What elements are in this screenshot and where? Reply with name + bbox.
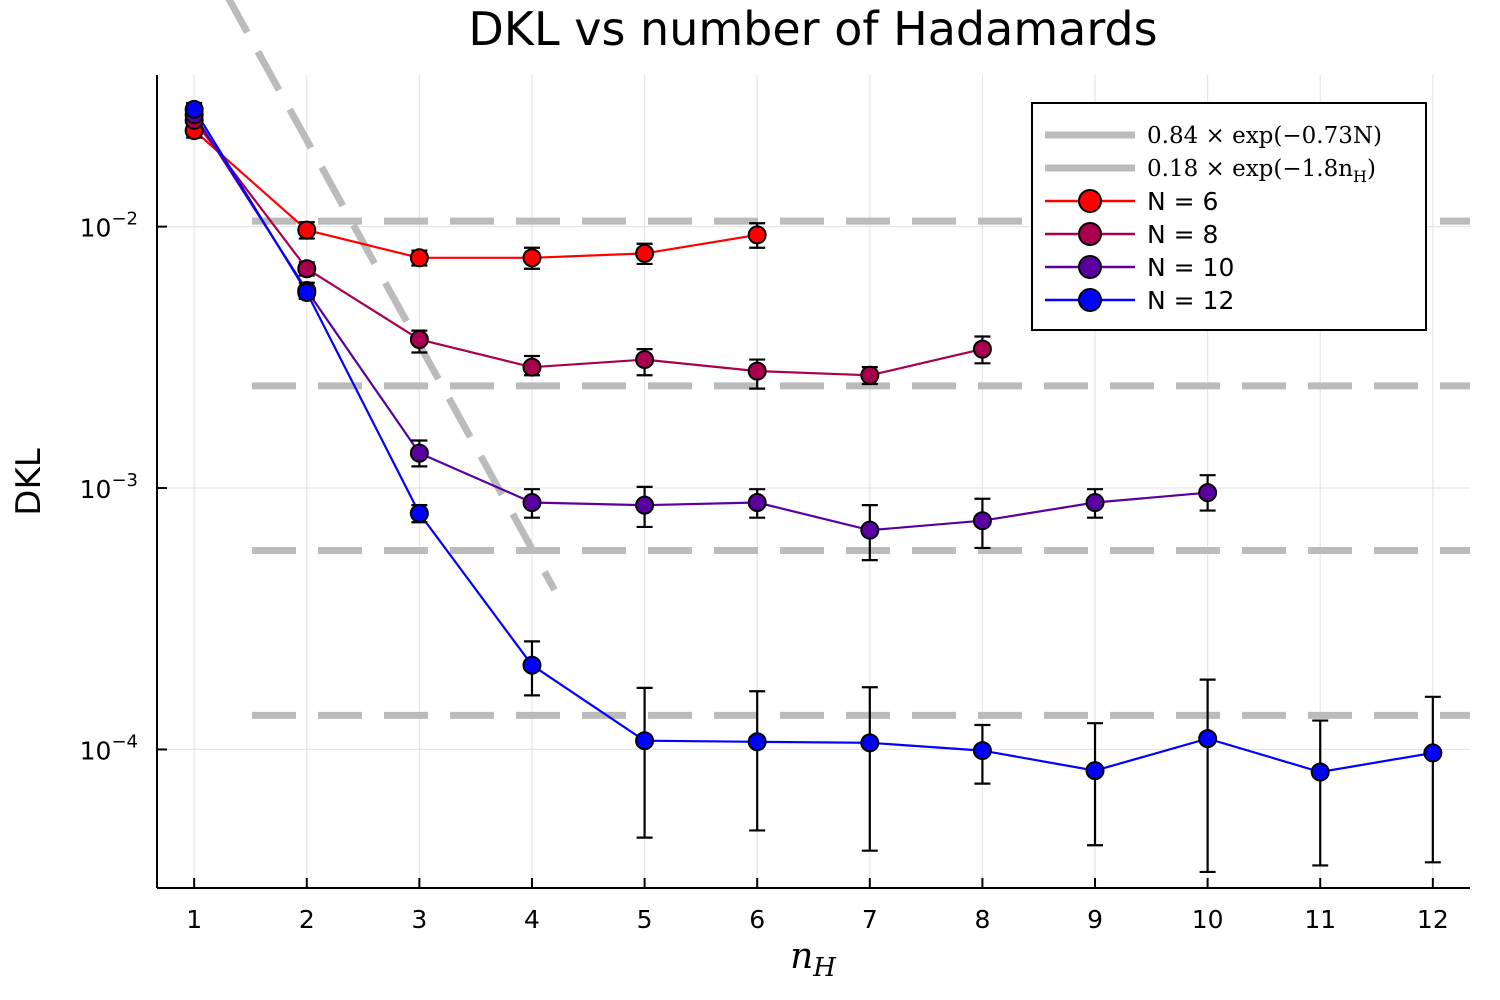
data-point-n-6-3 <box>409 248 429 268</box>
data-point-n-8-5 <box>635 350 655 370</box>
x-tick-label-1: 1 <box>186 905 202 934</box>
data-point-n-6-6 <box>747 225 767 245</box>
legend-label-n-6: N = 6 <box>1147 187 1218 216</box>
reference-curve <box>225 0 558 592</box>
x-axis-label: nH <box>790 936 837 983</box>
data-point-n-12-6 <box>747 732 767 752</box>
legend-label-ref-2: 0.18 × exp(−1.8nH) <box>1147 156 1376 186</box>
y-tick-label-1: 10−3 <box>80 470 138 504</box>
legend-label-n-8: N = 8 <box>1147 220 1218 249</box>
data-point-n-8-4 <box>522 357 542 377</box>
series-line-n-8 <box>193 119 983 377</box>
legend-swatch-marker-n-6 <box>1078 189 1102 213</box>
data-point-n-12-7 <box>860 733 880 753</box>
data-point-n-12-2 <box>297 282 317 302</box>
data-point-n-10-4 <box>522 493 542 513</box>
x-tick-label-10: 10 <box>1192 905 1224 934</box>
data-point-n-6-2 <box>297 220 317 240</box>
data-point-n-10-6 <box>747 493 767 513</box>
data-point-n-8-3 <box>409 329 429 349</box>
data-point-n-12-9 <box>1085 761 1105 781</box>
chart-title: DKL vs number of Hadamards <box>468 2 1157 56</box>
series-lines <box>193 108 1433 774</box>
x-axis-ticks: 1 2 3 4 5 6 7 8 9 10 11 12 <box>186 878 1449 934</box>
x-tick-label-2: 2 <box>299 905 315 934</box>
data-point-n-12-3 <box>409 503 429 523</box>
data-point-n-12-4 <box>522 655 542 675</box>
data-point-n-12-1 <box>184 99 204 119</box>
legend-label-n-10: N = 10 <box>1147 253 1234 282</box>
y-axis-label: DKL <box>9 448 49 515</box>
x-tick-label-7: 7 <box>862 905 878 934</box>
series-line-n-6 <box>193 129 758 259</box>
data-point-n-12-11 <box>1310 762 1330 782</box>
legend-swatch-marker-n-8 <box>1078 222 1102 246</box>
x-tick-label-11: 11 <box>1304 905 1336 934</box>
legend-swatch-marker-n-12 <box>1078 288 1102 312</box>
y-axis-ticks: 10−2 10−3 10−4 <box>80 209 167 765</box>
data-point-n-6-4 <box>522 248 542 268</box>
data-point-n-10-10 <box>1198 483 1218 503</box>
data-point-n-10-9 <box>1085 493 1105 513</box>
data-point-n-10-5 <box>635 495 655 515</box>
x-tick-label-3: 3 <box>411 905 427 934</box>
data-point-n-12-10 <box>1198 729 1218 749</box>
x-tick-label-9: 9 <box>1087 905 1103 934</box>
data-point-n-10-8 <box>972 511 992 531</box>
data-point-n-10-7 <box>860 520 880 540</box>
data-point-n-8-6 <box>747 361 767 381</box>
data-point-n-10-3 <box>409 443 429 463</box>
x-tick-label-5: 5 <box>637 905 653 934</box>
legend: 0.84 × exp(−0.73N)0.18 × exp(−1.8nH)N = … <box>1031 102 1427 331</box>
data-points <box>184 99 1443 782</box>
legend-label-ref-1: 0.84 × exp(−0.73N) <box>1147 123 1382 149</box>
x-tick-label-4: 4 <box>524 905 540 934</box>
legend-swatch-marker-n-10 <box>1078 255 1102 279</box>
series-line-n-12 <box>193 108 1433 774</box>
y-tick-label-0: 10−2 <box>80 209 138 243</box>
data-point-n-8-8 <box>972 339 992 359</box>
data-point-n-12-12 <box>1423 743 1443 763</box>
x-tick-label-8: 8 <box>974 905 990 934</box>
series-line-n-10 <box>193 114 1208 532</box>
y-tick-label-2: 10−4 <box>80 731 138 765</box>
legend-label-n-12: N = 12 <box>1147 286 1234 315</box>
x-tick-label-12: 12 <box>1417 905 1449 934</box>
data-point-n-8-2 <box>297 259 317 279</box>
x-tick-label-6: 6 <box>749 905 765 934</box>
reference-lines <box>225 0 1470 719</box>
data-point-n-6-5 <box>635 243 655 263</box>
data-point-n-8-7 <box>860 365 880 385</box>
data-point-n-12-5 <box>635 731 655 751</box>
data-point-n-12-8 <box>972 741 992 761</box>
